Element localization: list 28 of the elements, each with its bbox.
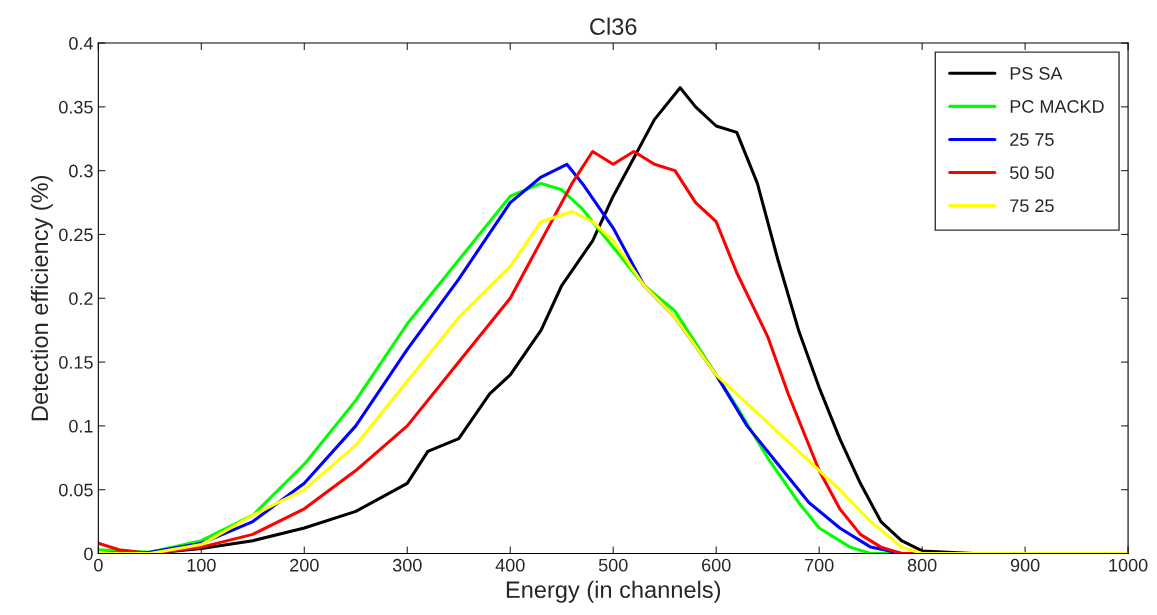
x-tick-label: 1000 (1109, 558, 1148, 572)
x-tick-label: 900 (1010, 558, 1040, 572)
y-tick-label: 0.4 (69, 36, 93, 50)
x-tick-label: 700 (805, 558, 834, 572)
x-axis-title: Energy (in channels) (506, 580, 721, 603)
y-tick-label: 0.15 (59, 356, 93, 369)
x-tick-label: 0 (94, 558, 103, 572)
legend-label: 75 25 (1010, 199, 1054, 213)
x-tick-label: 500 (598, 558, 628, 572)
legend-label: PS SA (1010, 67, 1063, 80)
y-tick-label: 0.35 (59, 100, 93, 114)
legend-label: PC MACKD (1010, 100, 1104, 113)
x-tick-label: 100 (187, 558, 216, 572)
y-tick-label: 0.25 (59, 228, 93, 242)
y-tick-label: 0.2 (69, 292, 93, 305)
x-tick-label: 300 (392, 558, 422, 572)
x-tick-label: 200 (290, 558, 319, 572)
legend-label: 50 50 (1010, 166, 1054, 180)
chart-title: Cl36 (590, 17, 637, 35)
x-tick-label: 400 (495, 558, 525, 572)
legend-label: 25 75 (1010, 133, 1054, 146)
y-tick-label: 0.1 (69, 419, 93, 433)
y-tick-label: 0 (84, 547, 93, 561)
x-tick-label: 800 (907, 558, 937, 572)
x-tick-label: 600 (702, 558, 731, 572)
y-tick-label: 0.3 (69, 164, 93, 178)
y-tick-label: 0.05 (59, 483, 93, 497)
y-axis-title: Detection efficiency (%) (30, 175, 53, 421)
